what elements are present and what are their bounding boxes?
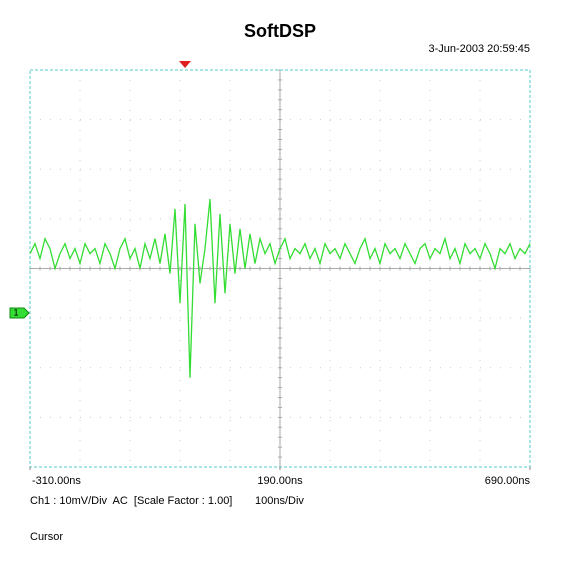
x-tick-label: -310.00ns: [32, 475, 81, 487]
timestamp: 3-Jun-2003 20:59:45: [428, 43, 530, 55]
ground-marker: [9, 307, 30, 319]
chart-title: SoftDSP: [244, 21, 316, 41]
timebase: 100ns/Div: [255, 495, 304, 507]
cursor-label: Cursor: [30, 531, 63, 543]
waveform: [29, 198, 531, 378]
x-tick-label: 690.00ns: [485, 475, 531, 487]
trigger-marker: [179, 61, 191, 68]
ground-marker-label: 1: [13, 307, 18, 317]
x-tick-label: 190.00ns: [257, 475, 303, 487]
channel-info: Ch1 : 10mV/Div AC [Scale Factor : 1.00]: [30, 495, 232, 507]
